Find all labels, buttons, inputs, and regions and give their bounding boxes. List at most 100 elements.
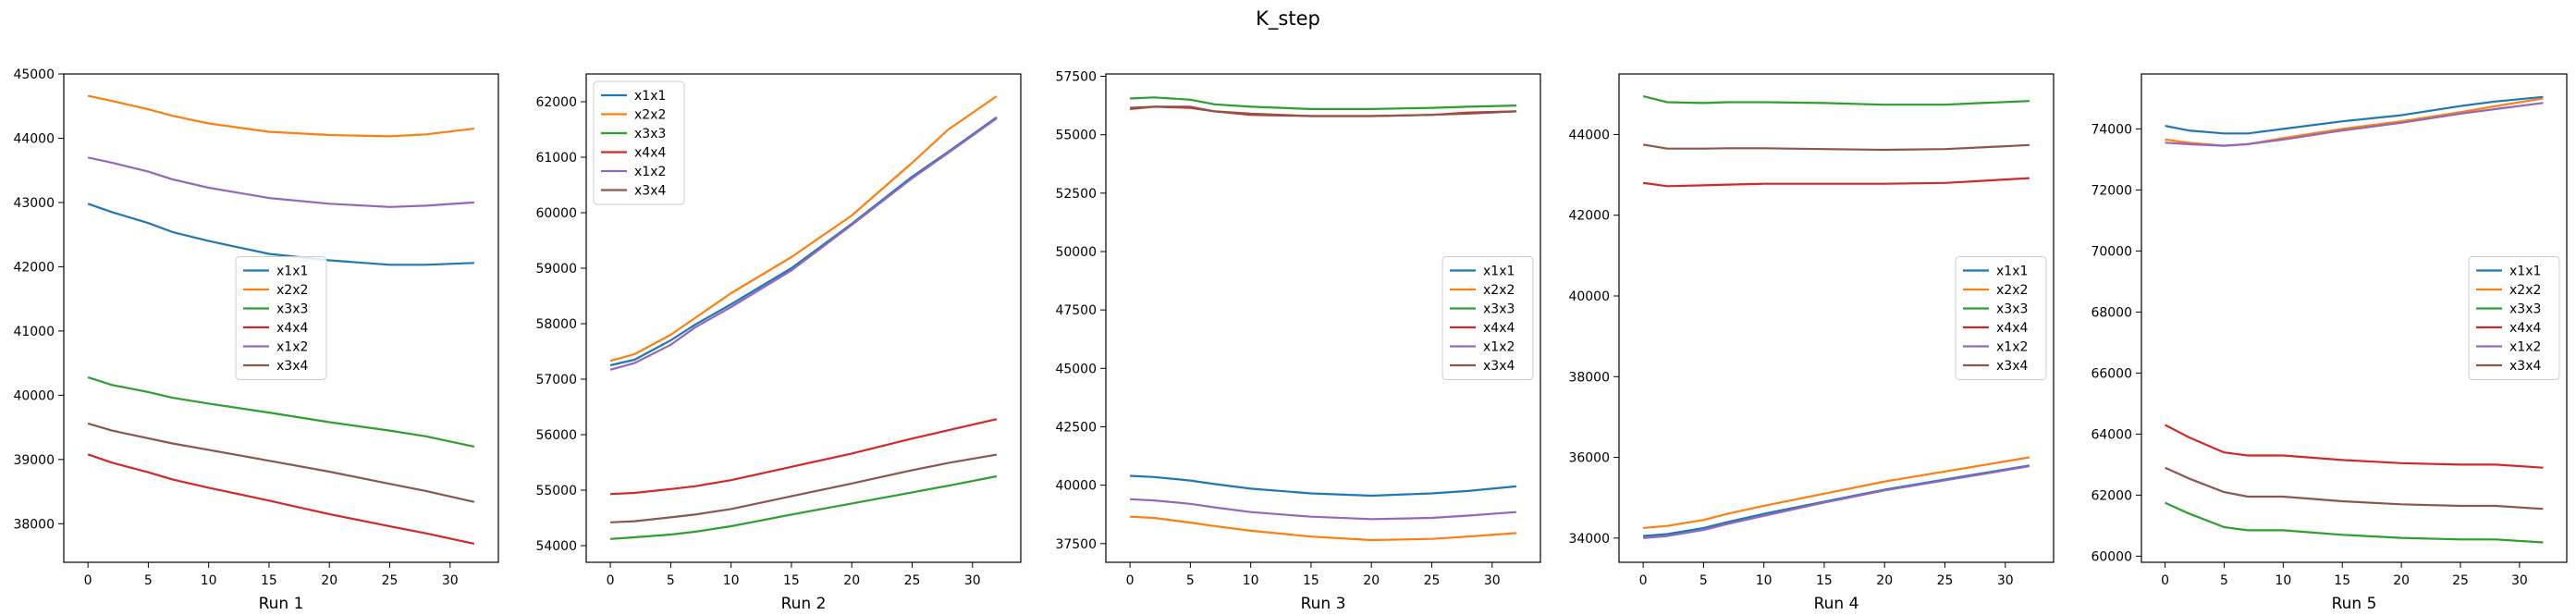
legend-label-x2x2: x2x2: [276, 283, 308, 298]
x-tick-label: 25: [382, 573, 399, 588]
axes-frame: [63, 73, 499, 563]
x-tick-label: 30: [1997, 573, 2014, 588]
x-tick-label: 5: [1699, 573, 1708, 588]
legend-label-x4x4: x4x4: [276, 321, 308, 336]
legend-label-x2x2: x2x2: [2509, 283, 2541, 298]
y-tick-label: 38000: [1568, 370, 1610, 385]
x-tick-label: 15: [1303, 573, 1319, 588]
axes-frame: [1618, 73, 2055, 563]
subplot-4: 0 5 10 15 20 25 30 34000 36000 38000 40000 42000 440…: [1568, 73, 2055, 613]
y-tick-label: 44000: [1568, 128, 1610, 142]
y-tick-label: 59000: [535, 262, 577, 277]
x-tick-label: 20: [1363, 573, 1380, 588]
x-tick-label: 25: [1937, 573, 1954, 588]
legend-label-x1x2: x1x2: [276, 340, 308, 355]
y-tick-label: 58000: [535, 317, 577, 332]
x-tick-label: 20: [1876, 573, 1893, 588]
x-tick-label: 20: [321, 573, 337, 588]
legend-label-x4x4: x4x4: [1996, 321, 2028, 336]
series-line-x1x1: [2165, 95, 2544, 135]
series-line-x3x3: [2165, 501, 2544, 544]
axes-frame: [2141, 73, 2568, 563]
x-tick-label: 20: [843, 573, 860, 588]
x-tick-label: 5: [667, 573, 675, 588]
y-tick-label: 41000: [13, 325, 55, 339]
series-line-x1x2: [609, 117, 998, 371]
y-tick-label: 47500: [1055, 303, 1097, 318]
x-tick-label: 0: [84, 573, 92, 588]
legend-label-x1x1: x1x1: [1483, 264, 1515, 279]
x-axis-label: Run 1: [259, 595, 304, 613]
x-tick-label: 20: [2393, 573, 2410, 588]
series-line-x2x2: [87, 94, 475, 138]
x-axis-label: Run 4: [1814, 595, 1859, 613]
x-tick-label: 15: [783, 573, 800, 588]
legend-label-x1x1: x1x1: [276, 264, 308, 279]
legend-label-x3x3: x3x3: [634, 127, 666, 141]
legend-box: [1441, 256, 1534, 380]
legend-label-x1x1: x1x1: [2509, 264, 2541, 279]
y-tick-label: 43000: [13, 196, 55, 211]
legend-label-x3x3: x3x3: [2509, 302, 2541, 317]
x-tick-label: 10: [1243, 573, 1259, 588]
series-line-x1x1: [609, 116, 998, 367]
y-tick-label: 60000: [535, 206, 577, 221]
y-tick-label: 40000: [13, 388, 55, 403]
series-line-x3x4: [2165, 466, 2544, 510]
legend-label-x2x2: x2x2: [1996, 283, 2028, 298]
y-tick-label: 42000: [1568, 209, 1610, 224]
series-line-x2x2: [609, 95, 998, 363]
legend-box: [235, 256, 327, 380]
y-tick-label: 56000: [535, 428, 577, 443]
legend-label-x1x2: x1x2: [634, 165, 666, 179]
x-tick-label: 30: [1484, 573, 1501, 588]
series-line-x4x4: [2165, 424, 2544, 469]
x-tick-label: 10: [1756, 573, 1773, 588]
y-tick-label: 44000: [13, 131, 55, 146]
y-tick-label: 57000: [535, 373, 577, 387]
series-line-x1x2: [2165, 102, 2544, 147]
subplot-3: 0 5 10 15 20 25 30 37500 40000 42500 45000 47500 500…: [1055, 70, 1541, 613]
series-line-x2x2: [1643, 456, 2030, 529]
legend-label-x1x1: x1x1: [634, 89, 666, 104]
y-tick-label: 55000: [535, 484, 577, 498]
y-tick-label: 64000: [2091, 427, 2132, 442]
y-tick-label: 62000: [535, 95, 577, 110]
legend-label-x3x4: x3x4: [634, 184, 666, 199]
y-tick-label: 40000: [1055, 479, 1097, 494]
subplot-5: 0 5 10 15 20 25 30 60000 62000 64000 66000 68000 700…: [2091, 73, 2568, 613]
y-tick-label: 40000: [1568, 289, 1610, 304]
subplots: 0 5 10 15 20 25 30 38000 39000 40000 41000 42000 430…: [13, 68, 2568, 613]
y-tick-label: 52500: [1055, 187, 1097, 202]
legend-box: [1955, 256, 2047, 380]
x-tick-label: 0: [1126, 573, 1135, 588]
legend-label-x4x4: x4x4: [2509, 321, 2541, 336]
legend-label-x3x3: x3x3: [1996, 302, 2028, 317]
series-line-x4x4: [87, 453, 475, 545]
legend-label-x4x4: x4x4: [634, 146, 666, 161]
x-tick-label: 25: [904, 573, 921, 588]
y-tick-label: 45000: [1055, 362, 1097, 376]
series-line-x3x4: [1130, 105, 1516, 117]
legend-label-x1x2: x1x2: [2509, 340, 2541, 355]
series-line-x4x4: [1642, 177, 2030, 188]
series-line-x2x2: [2165, 97, 2544, 147]
series-line-x2x2: [1130, 515, 1516, 542]
x-tick-label: 15: [261, 573, 277, 588]
legend-label-x2x2: x2x2: [634, 108, 666, 123]
y-tick-label: 60000: [2091, 549, 2132, 564]
y-tick-label: 34000: [1568, 532, 1610, 547]
y-tick-label: 61000: [535, 151, 577, 166]
subplot-2: 0 5 10 15 20 25 30 54000 55000 56000 57000 58000 590…: [535, 73, 1022, 613]
y-tick-label: 36000: [1568, 451, 1610, 466]
series-line-x1x1: [87, 203, 474, 266]
figure-title: K_step: [1256, 7, 1320, 31]
axes-frame: [1105, 73, 1541, 563]
legend-label-x3x3: x3x3: [1483, 302, 1515, 317]
series-line-x3x3: [87, 375, 475, 448]
x-tick-label: 30: [2511, 573, 2528, 588]
y-tick-label: 68000: [2091, 305, 2132, 320]
legend: x1x1 x2x2 x3x3 x4x4 x1x2 x3x4: [1441, 256, 1534, 380]
x-tick-label: 0: [607, 573, 615, 588]
x-tick-label: 15: [1816, 573, 1833, 588]
